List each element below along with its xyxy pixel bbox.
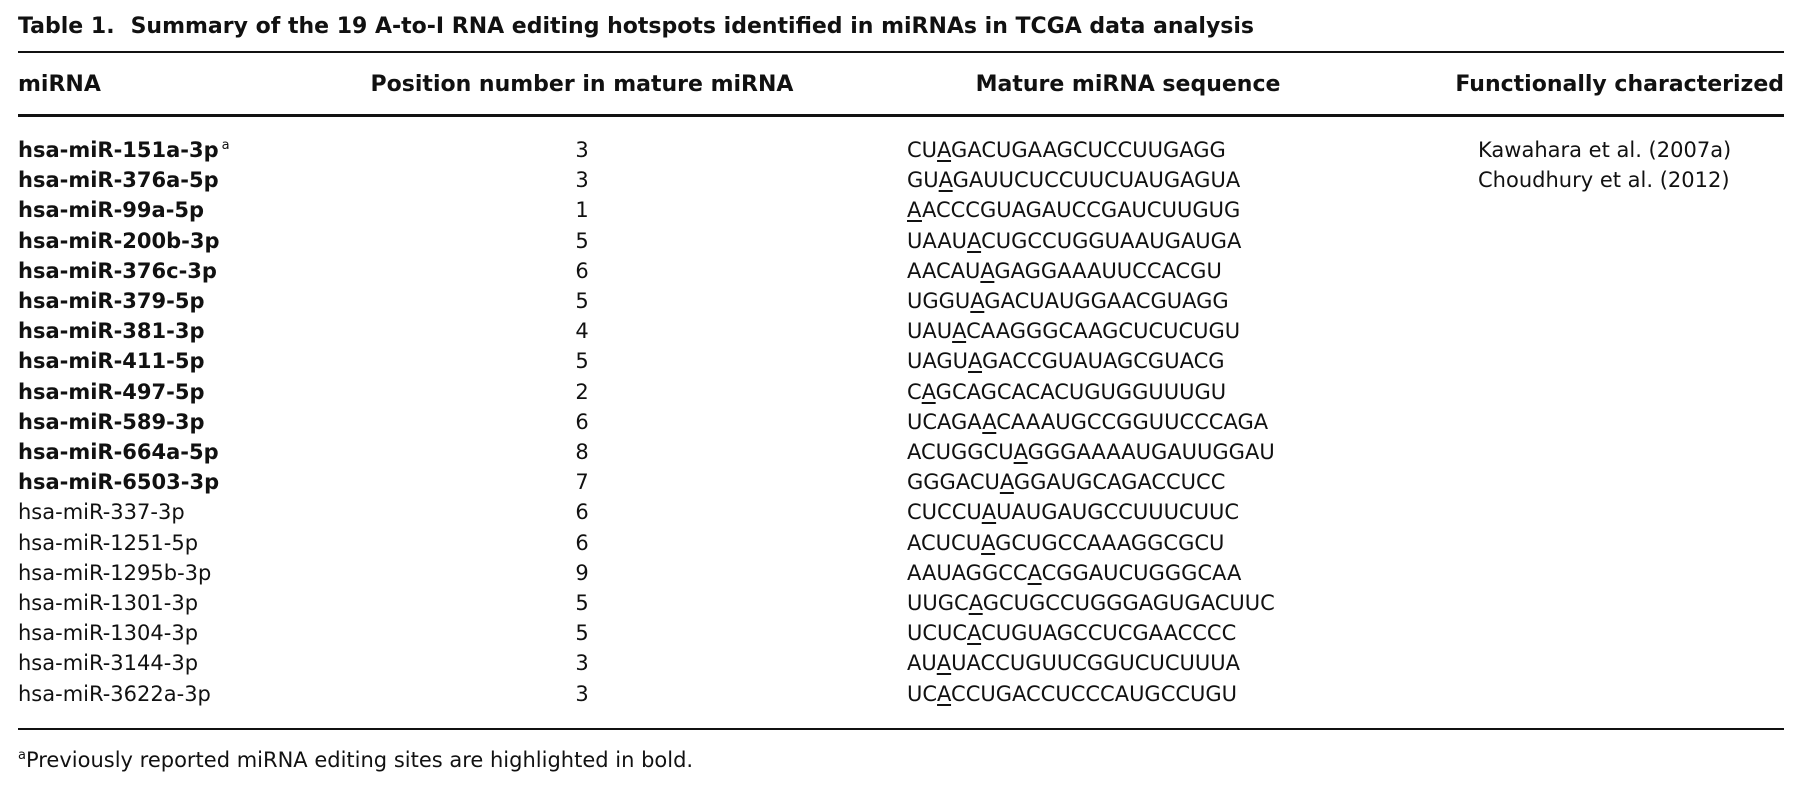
mirna-name: hsa-miR-1251-5p [18, 530, 199, 555]
sequence-cell: AUAUACCUGUUCGGUCUCUUUA [907, 651, 1240, 676]
mirna-name: hsa-miR-3144-3p [18, 651, 199, 676]
reference-cell: Choudhury et al. (2012) [1478, 168, 1730, 193]
position-cell: 1 [575, 198, 589, 223]
mirna-cell: hsa-miR-1251-5p [18, 531, 198, 555]
mirna-name: hsa-miR-497-5p [18, 379, 205, 404]
mirna-cell: hsa-miR-3622a-3p [18, 682, 211, 706]
mirna-cell: hsa-miR-337-3p [18, 500, 185, 524]
footnote: aPreviously reported miRNA editing sites… [18, 748, 693, 772]
column-header: miRNA [18, 72, 101, 97]
mirna-cell: hsa-miR-200b-3p [18, 229, 220, 253]
sequence-cell: AACAUAGAGGAAAUUCCACGU [907, 258, 1222, 283]
mirna-name: hsa-miR-1295b-3p [18, 560, 212, 585]
mirna-cell: hsa-miR-151a-3p a [18, 138, 230, 162]
mirna-cell: hsa-miR-376a-5p [18, 168, 219, 192]
mirna-cell: hsa-miR-376c-3p [18, 259, 217, 283]
mirna-name: hsa-miR-589-3p [18, 409, 205, 434]
mirna-name: hsa-miR-337-3p [18, 500, 185, 525]
sequence-cell: UAAUACUGCCUGGUAAUGAUGA [907, 228, 1242, 253]
mirna-name: hsa-miR-3622a-3p [18, 681, 211, 706]
mirna-cell: hsa-miR-664a-5p [18, 440, 219, 464]
header-rule [18, 114, 1784, 117]
sequence-cell: ACUCUAGCUGCCAAAGGCGCU [907, 530, 1225, 555]
position-cell: 6 [575, 258, 589, 283]
mirna-name: hsa-miR-376a-5p [18, 168, 219, 193]
mirna-name: hsa-miR-411-5p [18, 349, 205, 374]
mirna-cell: hsa-miR-411-5p [18, 349, 205, 373]
position-cell: 3 [575, 138, 589, 162]
mirna-name: hsa-miR-1304-3p [18, 621, 199, 646]
mirna-cell: hsa-miR-99a-5p [18, 198, 204, 222]
position-cell: 5 [575, 621, 589, 646]
position-cell: 8 [575, 440, 589, 464]
position-cell: 2 [575, 379, 589, 404]
caption-label: Table 1. [18, 14, 115, 39]
mirna-name: hsa-miR-99a-5p [18, 198, 205, 223]
position-cell: 4 [575, 319, 589, 344]
position-cell: 6 [575, 500, 589, 525]
mirna-cell: hsa-miR-1304-3p [18, 621, 198, 645]
sequence-cell: ACUGGCUAGGGAAAAUGAUUGGAU [907, 440, 1275, 464]
sequence-cell: UAGUAGACCGUAUAGCGUACG [907, 349, 1225, 374]
column-header: Position number in mature miRNA [370, 72, 794, 97]
position-cell: 5 [575, 349, 589, 374]
sequence-cell: AAUAGGCCACGGAUCUGGGCAA [907, 560, 1242, 585]
mirna-name: hsa-miR-6503-3p [18, 470, 220, 495]
mirna-cell: hsa-miR-497-5p [18, 380, 205, 404]
mirna-name: hsa-miR-200b-3p [18, 228, 220, 253]
column-header: Functionally characterized [1455, 72, 1784, 97]
sequence-cell: UAUACAAGGGCAAGCUCUCUGU [907, 319, 1241, 344]
sequence-cell: CAGCAGCACACUGUGGUUUGU [907, 379, 1227, 404]
sequence-cell: CUAGACUGAAGCUCCUUGAGG [907, 138, 1226, 162]
sequence-cell: UGGUAGACUAUGGAACGUAGG [907, 289, 1229, 313]
sequence-cell: UCUCACUGUAGCCUCGAACCCC [907, 621, 1237, 646]
mirna-name: hsa-miR-1301-3p [18, 591, 199, 615]
position-cell: 6 [575, 409, 589, 434]
position-cell: 9 [575, 560, 589, 585]
sequence-cell: AACCCGUAGAUCCGAUCUUGUG [907, 198, 1241, 223]
mirna-cell: hsa-miR-381-3p [18, 319, 205, 343]
mirna-cell: hsa-miR-3144-3p [18, 651, 198, 675]
top-rule [18, 51, 1784, 53]
column-header: Mature miRNA sequence [975, 72, 1281, 97]
sequence-cell: GUAGAUUCUCCUUCUAUGAGUA [907, 168, 1241, 193]
position-cell: 5 [575, 289, 589, 313]
position-cell: 5 [575, 228, 589, 253]
sequence-cell: UCACCUGACCUCCCAUGCCUGU [907, 681, 1238, 706]
sequence-cell: UCAGAACAAAUGCCGGUUCCCAGA [907, 409, 1269, 434]
position-cell: 5 [575, 591, 589, 615]
position-cell: 3 [575, 651, 589, 676]
position-cell: 3 [575, 681, 589, 706]
bottom-rule [18, 728, 1784, 730]
mirna-name: hsa-miR-151a-3p [18, 138, 219, 162]
mirna-cell: hsa-miR-589-3p [18, 410, 205, 434]
mirna-name: hsa-miR-379-5p [18, 289, 205, 313]
mirna-name: hsa-miR-664a-5p [18, 440, 219, 464]
position-cell: 7 [575, 470, 589, 495]
sequence-cell: CUCCUAUAUGAUGCCUUUCUUC [907, 500, 1240, 525]
caption: Table 1. Summary of the 19 A-to-I RNA edi… [18, 14, 1270, 39]
mirna-cell: hsa-miR-1301-3p [18, 591, 198, 615]
footnote-mark: a [18, 748, 26, 763]
position-cell: 3 [575, 168, 589, 193]
position-cell: 6 [575, 530, 589, 555]
reference-cell: Kawahara et al. (2007a) [1478, 138, 1732, 162]
mirna-cell: hsa-miR-6503-3p [18, 470, 219, 494]
mirna-name: hsa-miR-381-3p [18, 319, 205, 344]
mirna-name: hsa-miR-376c-3p [18, 258, 217, 283]
caption-title: Summary of the 19 A-to-I RNA editing hot… [130, 14, 1255, 39]
footnote-text: Previously reported miRNA editing sites … [25, 748, 694, 772]
footnote-mark: a [221, 138, 230, 153]
mirna-cell: hsa-miR-1295b-3p [18, 561, 211, 585]
mirna-cell: hsa-miR-379-5p [18, 289, 205, 313]
sequence-cell: GGGACUAGGAUGCAGACCUCC [907, 470, 1226, 495]
sequence-cell: UUGCAGCUGCCUGGGAGUGACUUC [907, 591, 1275, 615]
